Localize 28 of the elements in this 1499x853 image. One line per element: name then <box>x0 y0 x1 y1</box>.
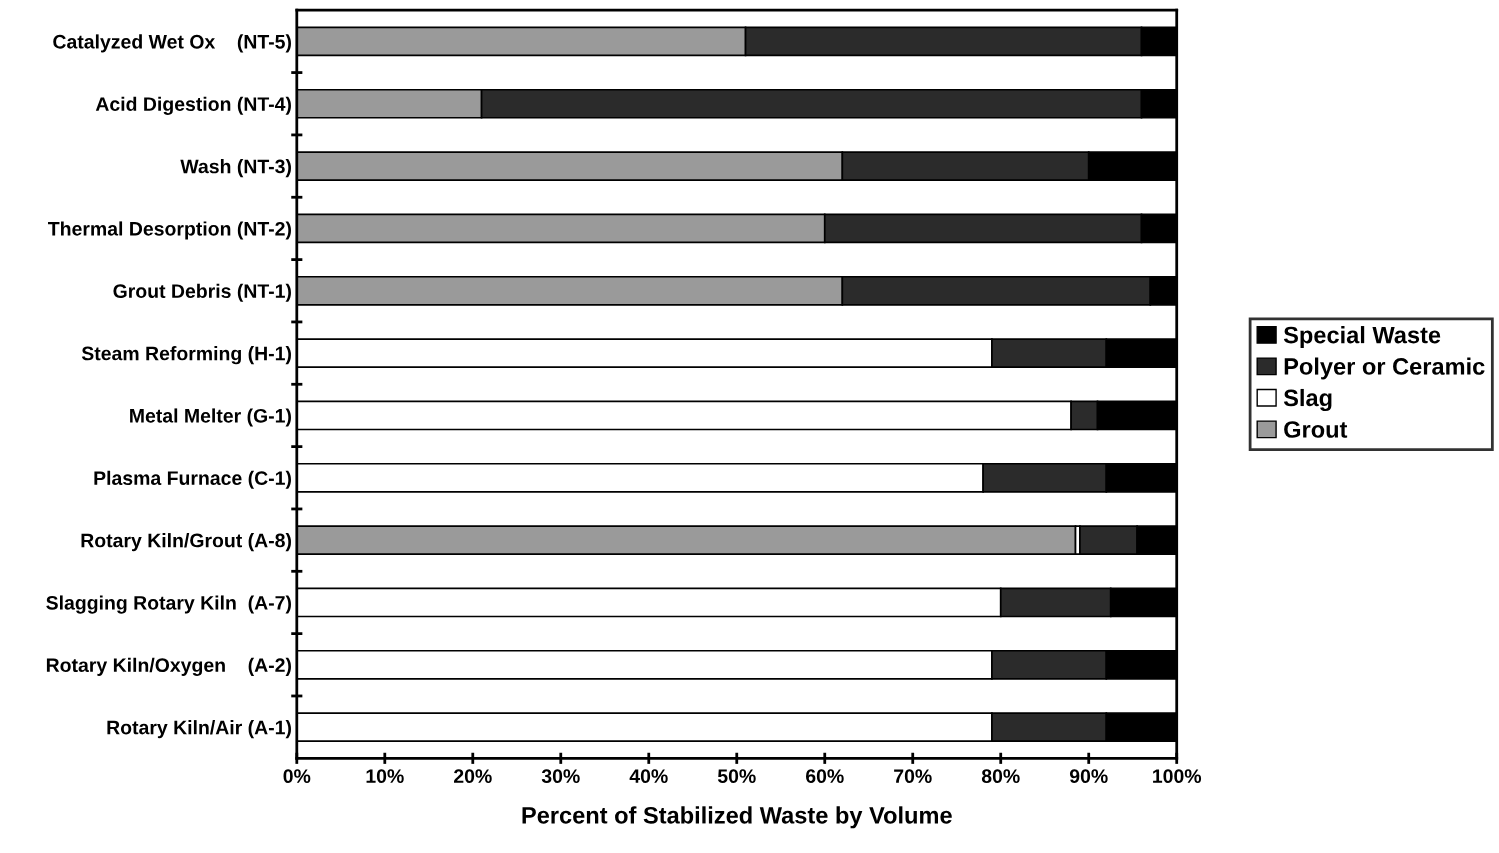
x-tick-label: 100% <box>1153 769 1202 784</box>
y-tick-label: Slagging Rotary Kiln (A-7) <box>46 595 291 614</box>
legend-label: Grout <box>1284 421 1348 438</box>
x-tick-label: 0% <box>283 769 311 784</box>
x-tick-label: 60% <box>806 769 844 784</box>
y-tick-label: Acid Digestion (NT-4) <box>95 96 291 115</box>
x-tick-label: 20% <box>454 769 492 784</box>
y-tick-label: Wash (NT-3) <box>180 159 291 178</box>
y-tick-label: Plasma Furnace (C-1) <box>94 470 291 489</box>
x-tick-label: 10% <box>366 769 404 784</box>
legend-label: Slag <box>1283 388 1332 412</box>
legend-label: Polyer or Ceramic <box>1284 357 1485 380</box>
x-tick-label: 80% <box>981 769 1020 784</box>
y-tick-label: Thermal Desorption (NT-2) <box>48 221 291 240</box>
x-tick-label: 50% <box>717 769 756 784</box>
x-tick-label: 40% <box>629 769 668 784</box>
legend-label: Special Waste <box>1283 326 1441 349</box>
y-tick-label: Steam Reforming (H-1) <box>81 346 291 365</box>
x-tick-label: 30% <box>541 769 580 784</box>
x-tick-label: 70% <box>894 769 932 784</box>
y-tick-label: Rotary Kiln/Oxygen (A-2) <box>46 657 291 676</box>
x-axis-title: Percent of Stabilized Waste by Volume <box>522 806 952 829</box>
y-tick-label: Catalyzed Wet Ox (NT-5) <box>53 34 291 53</box>
y-tick-label: Rotary Kiln/Grout (A-8) <box>81 533 291 552</box>
x-tick-label: 90% <box>1069 769 1108 784</box>
y-tick-label: Rotary Kiln/Air (A-1) <box>107 720 291 739</box>
y-tick-label: Grout Debris (NT-1) <box>113 283 291 302</box>
y-tick-label: Metal Melter (G-1) <box>130 408 291 427</box>
